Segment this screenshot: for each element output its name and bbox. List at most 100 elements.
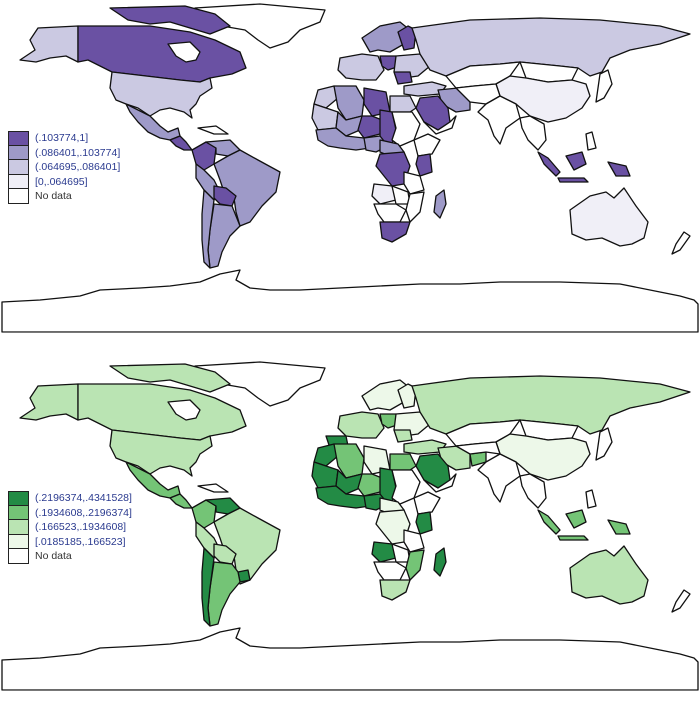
map-panel-bottom: (.2196374,.4341528] (.1934608,.2196374] … (0, 358, 700, 703)
region-west-africa (315, 127, 371, 151)
region-ethiopia (413, 133, 441, 157)
world-map-purple (1, 3, 699, 333)
region-sudan (391, 469, 421, 505)
legend-swatch (8, 189, 29, 204)
region-angola (371, 541, 397, 563)
region-usa (109, 71, 213, 119)
region-japan (595, 427, 613, 461)
region-sumatra (537, 509, 561, 535)
region-kenya (415, 511, 433, 535)
region-russia (411, 17, 691, 77)
legend-label: (.2196374,.4341528] (35, 492, 132, 504)
region-antarctica (1, 269, 699, 333)
region-java (557, 177, 589, 183)
region-antarctica (1, 627, 699, 691)
region-west-africa (315, 485, 371, 509)
region-mauritania (311, 103, 339, 131)
region-drc (375, 509, 411, 545)
legend-item: (.1934608,.2196374] (8, 505, 132, 521)
region-canada (77, 383, 247, 441)
map-frame-bottom (2, 690, 698, 691)
region-chile (201, 547, 215, 627)
legend-swatch (8, 491, 29, 506)
region-tanzania (403, 529, 425, 553)
legend-swatch (8, 505, 29, 521)
region-madagascar (433, 189, 447, 219)
legend-swatch (8, 549, 29, 564)
legend-item: (.2196374,.4341528] (8, 491, 132, 506)
region-w-europe (337, 53, 385, 81)
region-papua (607, 161, 631, 177)
legend-swatch (8, 160, 29, 175)
region-china (495, 75, 591, 123)
legend-swatch (8, 534, 29, 550)
region-central-america (169, 493, 193, 509)
legend-label: (.086401,.103774] (35, 146, 121, 159)
region-sumatra (537, 151, 561, 177)
region-se-asia (519, 115, 547, 151)
region-egypt (389, 95, 417, 113)
region-se-asia (519, 473, 547, 509)
legend-top: (.103774,1] (.086401,.103774] (.064695,.… (8, 131, 120, 204)
region-alaska (19, 25, 79, 63)
region-niger (357, 115, 383, 139)
legend-item: No data (8, 549, 132, 564)
legend-swatch (8, 174, 29, 190)
legend-swatch (8, 131, 29, 146)
region-morocco (313, 85, 339, 109)
map-panel-top: (.103774,1] (.086401,.103774] (.064695,.… (0, 0, 700, 345)
region-russia (411, 375, 691, 435)
region-china (495, 433, 591, 481)
legend-swatch (8, 520, 29, 535)
region-namibia-botswana (373, 561, 407, 581)
region-australia (569, 545, 649, 605)
region-south-africa (379, 579, 411, 601)
region-romania (393, 71, 413, 85)
region-japan (595, 69, 613, 103)
region-tanzania (403, 171, 425, 195)
region-borneo (565, 509, 587, 529)
legend-label: (.103774,1] (35, 132, 89, 144)
region-yemen-oman (423, 473, 457, 493)
region-alaska (19, 383, 79, 421)
region-borneo (565, 151, 587, 171)
region-central-america (169, 135, 193, 151)
legend-bottom: (.2196374,.4341528] (.1934608,.2196374] … (8, 491, 132, 564)
legend-label: (.064695,.086401] (35, 161, 121, 174)
region-arctic-canada (109, 5, 231, 35)
region-kenya (415, 153, 433, 177)
region-philippines (585, 131, 597, 151)
region-canada (77, 25, 247, 83)
region-arctic-canada (109, 363, 231, 393)
legend-label: No data (35, 550, 72, 563)
region-drc (375, 151, 411, 187)
region-egypt (389, 453, 417, 471)
region-new-zealand (671, 231, 691, 255)
region-java (557, 535, 589, 541)
region-india (477, 95, 521, 145)
region-caribbean (197, 483, 229, 493)
legend-item: [0,.064695] (8, 174, 120, 190)
region-india (477, 453, 521, 503)
legend-item: No data (8, 189, 120, 204)
region-ethiopia (413, 491, 441, 515)
region-sudan (391, 111, 421, 147)
region-mauritania (311, 461, 339, 489)
legend-item: [.0185185,.166523] (8, 534, 132, 550)
region-south-africa (379, 221, 411, 243)
region-niger (357, 473, 383, 497)
region-namibia-botswana (373, 203, 407, 223)
legend-label: (.166523,.1934608] (35, 521, 127, 534)
region-caribbean (197, 125, 229, 135)
legend-label: [.0185185,.166523] (35, 535, 126, 548)
world-map-green (1, 361, 699, 691)
region-chile (201, 189, 215, 269)
legend-label: No data (35, 190, 72, 203)
legend-label: (.1934608,.2196374] (35, 506, 132, 519)
region-yemen-oman (423, 115, 457, 135)
region-mozambique (405, 549, 425, 581)
region-mozambique (405, 191, 425, 223)
region-australia (569, 187, 649, 247)
region-philippines (585, 489, 597, 509)
region-w-europe (337, 411, 385, 439)
